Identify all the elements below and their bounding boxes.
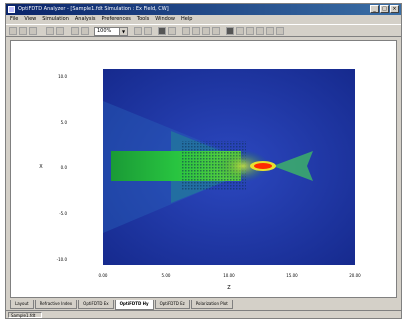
view-tabs: Layout Refractive Index OptiFDTD Ex Opti…	[10, 300, 234, 310]
y-tick-label: -10.0	[57, 257, 68, 262]
y-tick-label: -5.0	[59, 211, 67, 216]
chevron-down-icon[interactable]: ▼	[119, 28, 127, 35]
field-heatmap-chart: 10.0 5.0 0.0 -5.0 -10.0 0.00 5.00 10.00 …	[39, 69, 361, 291]
help-icon[interactable]	[276, 27, 284, 35]
y-tick-label: 0.0	[61, 165, 68, 170]
tab-optifdtd-ex[interactable]: OptiFDTD Ex	[78, 300, 114, 309]
x-tick-label: 20.00	[349, 273, 361, 278]
x-tick-label: 10.00	[223, 273, 235, 278]
y-tick-label: 10.0	[58, 74, 67, 79]
grid-icon[interactable]	[158, 27, 166, 35]
x-tick-label: 5.00	[162, 273, 171, 278]
copy-icon[interactable]	[81, 27, 89, 35]
probe-icon[interactable]	[212, 27, 220, 35]
zoom-value: 100%	[97, 28, 112, 34]
rect-tool-icon[interactable]	[192, 27, 200, 35]
plot-area: 10.0 5.0 0.0 -5.0 -10.0 0.00 5.00 10.00 …	[10, 40, 397, 298]
status-bar: Sample1.fdt	[6, 310, 401, 318]
menu-file[interactable]: File	[10, 16, 19, 22]
close-button[interactable]: ×	[390, 5, 399, 13]
menu-bar: File View Simulation Analysis Preference…	[6, 15, 401, 24]
tab-optifdtd-hy[interactable]: OptiFDTD Hy	[114, 300, 154, 310]
cut-icon[interactable]	[71, 27, 79, 35]
y-axis-label: X	[39, 164, 43, 170]
minimize-button[interactable]: _	[370, 5, 379, 13]
contour-view-icon[interactable]	[256, 27, 264, 35]
tab-layout[interactable]: Layout	[10, 300, 34, 309]
pointer-icon[interactable]	[168, 27, 176, 35]
open-icon[interactable]	[9, 27, 17, 35]
window-controls: _ □ ×	[370, 5, 399, 13]
tab-optifdtd-ez[interactable]: OptiFDTD Ez	[154, 300, 190, 309]
layout-view-icon[interactable]	[226, 27, 234, 35]
menu-preferences[interactable]: Preferences	[101, 16, 131, 22]
maximize-button[interactable]: □	[380, 5, 389, 13]
menu-view[interactable]: View	[24, 16, 37, 22]
app-icon	[8, 6, 15, 13]
document-tab[interactable]: Sample1.fdt	[8, 312, 42, 318]
toolbar: 100% ▼	[6, 24, 401, 37]
x-tick-label: 0.00	[99, 273, 108, 278]
measure-icon[interactable]	[202, 27, 210, 35]
menu-tools[interactable]: Tools	[136, 16, 150, 22]
window-title: OptiFDTD Analyzer - [Sample1.fdt Simulat…	[18, 6, 169, 12]
export-icon[interactable]	[266, 27, 274, 35]
zoom-select[interactable]: 100% ▼	[94, 27, 128, 36]
menu-window[interactable]: Window	[155, 16, 175, 22]
application-window: OptiFDTD Analyzer - [Sample1.fdt Simulat…	[5, 3, 402, 319]
x-tick-label: 15.00	[286, 273, 298, 278]
zoom-in-icon[interactable]	[134, 27, 142, 35]
menu-help[interactable]: Help	[180, 16, 193, 22]
y-tick-label: 5.0	[61, 120, 68, 125]
field-view-icon[interactable]	[236, 27, 244, 35]
redo-icon[interactable]	[56, 27, 64, 35]
tab-refractive-index[interactable]: Refractive Index	[34, 300, 78, 309]
undo-icon[interactable]	[46, 27, 54, 35]
x-axis-label: Z	[227, 285, 231, 291]
save-icon[interactable]	[19, 27, 27, 35]
menu-simulation[interactable]: Simulation	[42, 16, 69, 22]
zoom-out-icon[interactable]	[144, 27, 152, 35]
output-lobe	[273, 151, 313, 181]
title-bar: OptiFDTD Analyzer - [Sample1.fdt Simulat…	[6, 4, 401, 15]
tab-polarization-plot[interactable]: Polarization Plot	[190, 300, 233, 309]
print-icon[interactable]	[29, 27, 37, 35]
hot-spot-peak	[254, 163, 272, 169]
menu-analysis[interactable]: Analysis	[74, 16, 96, 22]
surface-view-icon[interactable]	[246, 27, 254, 35]
focus-glow	[217, 150, 269, 182]
line-tool-icon[interactable]	[182, 27, 190, 35]
